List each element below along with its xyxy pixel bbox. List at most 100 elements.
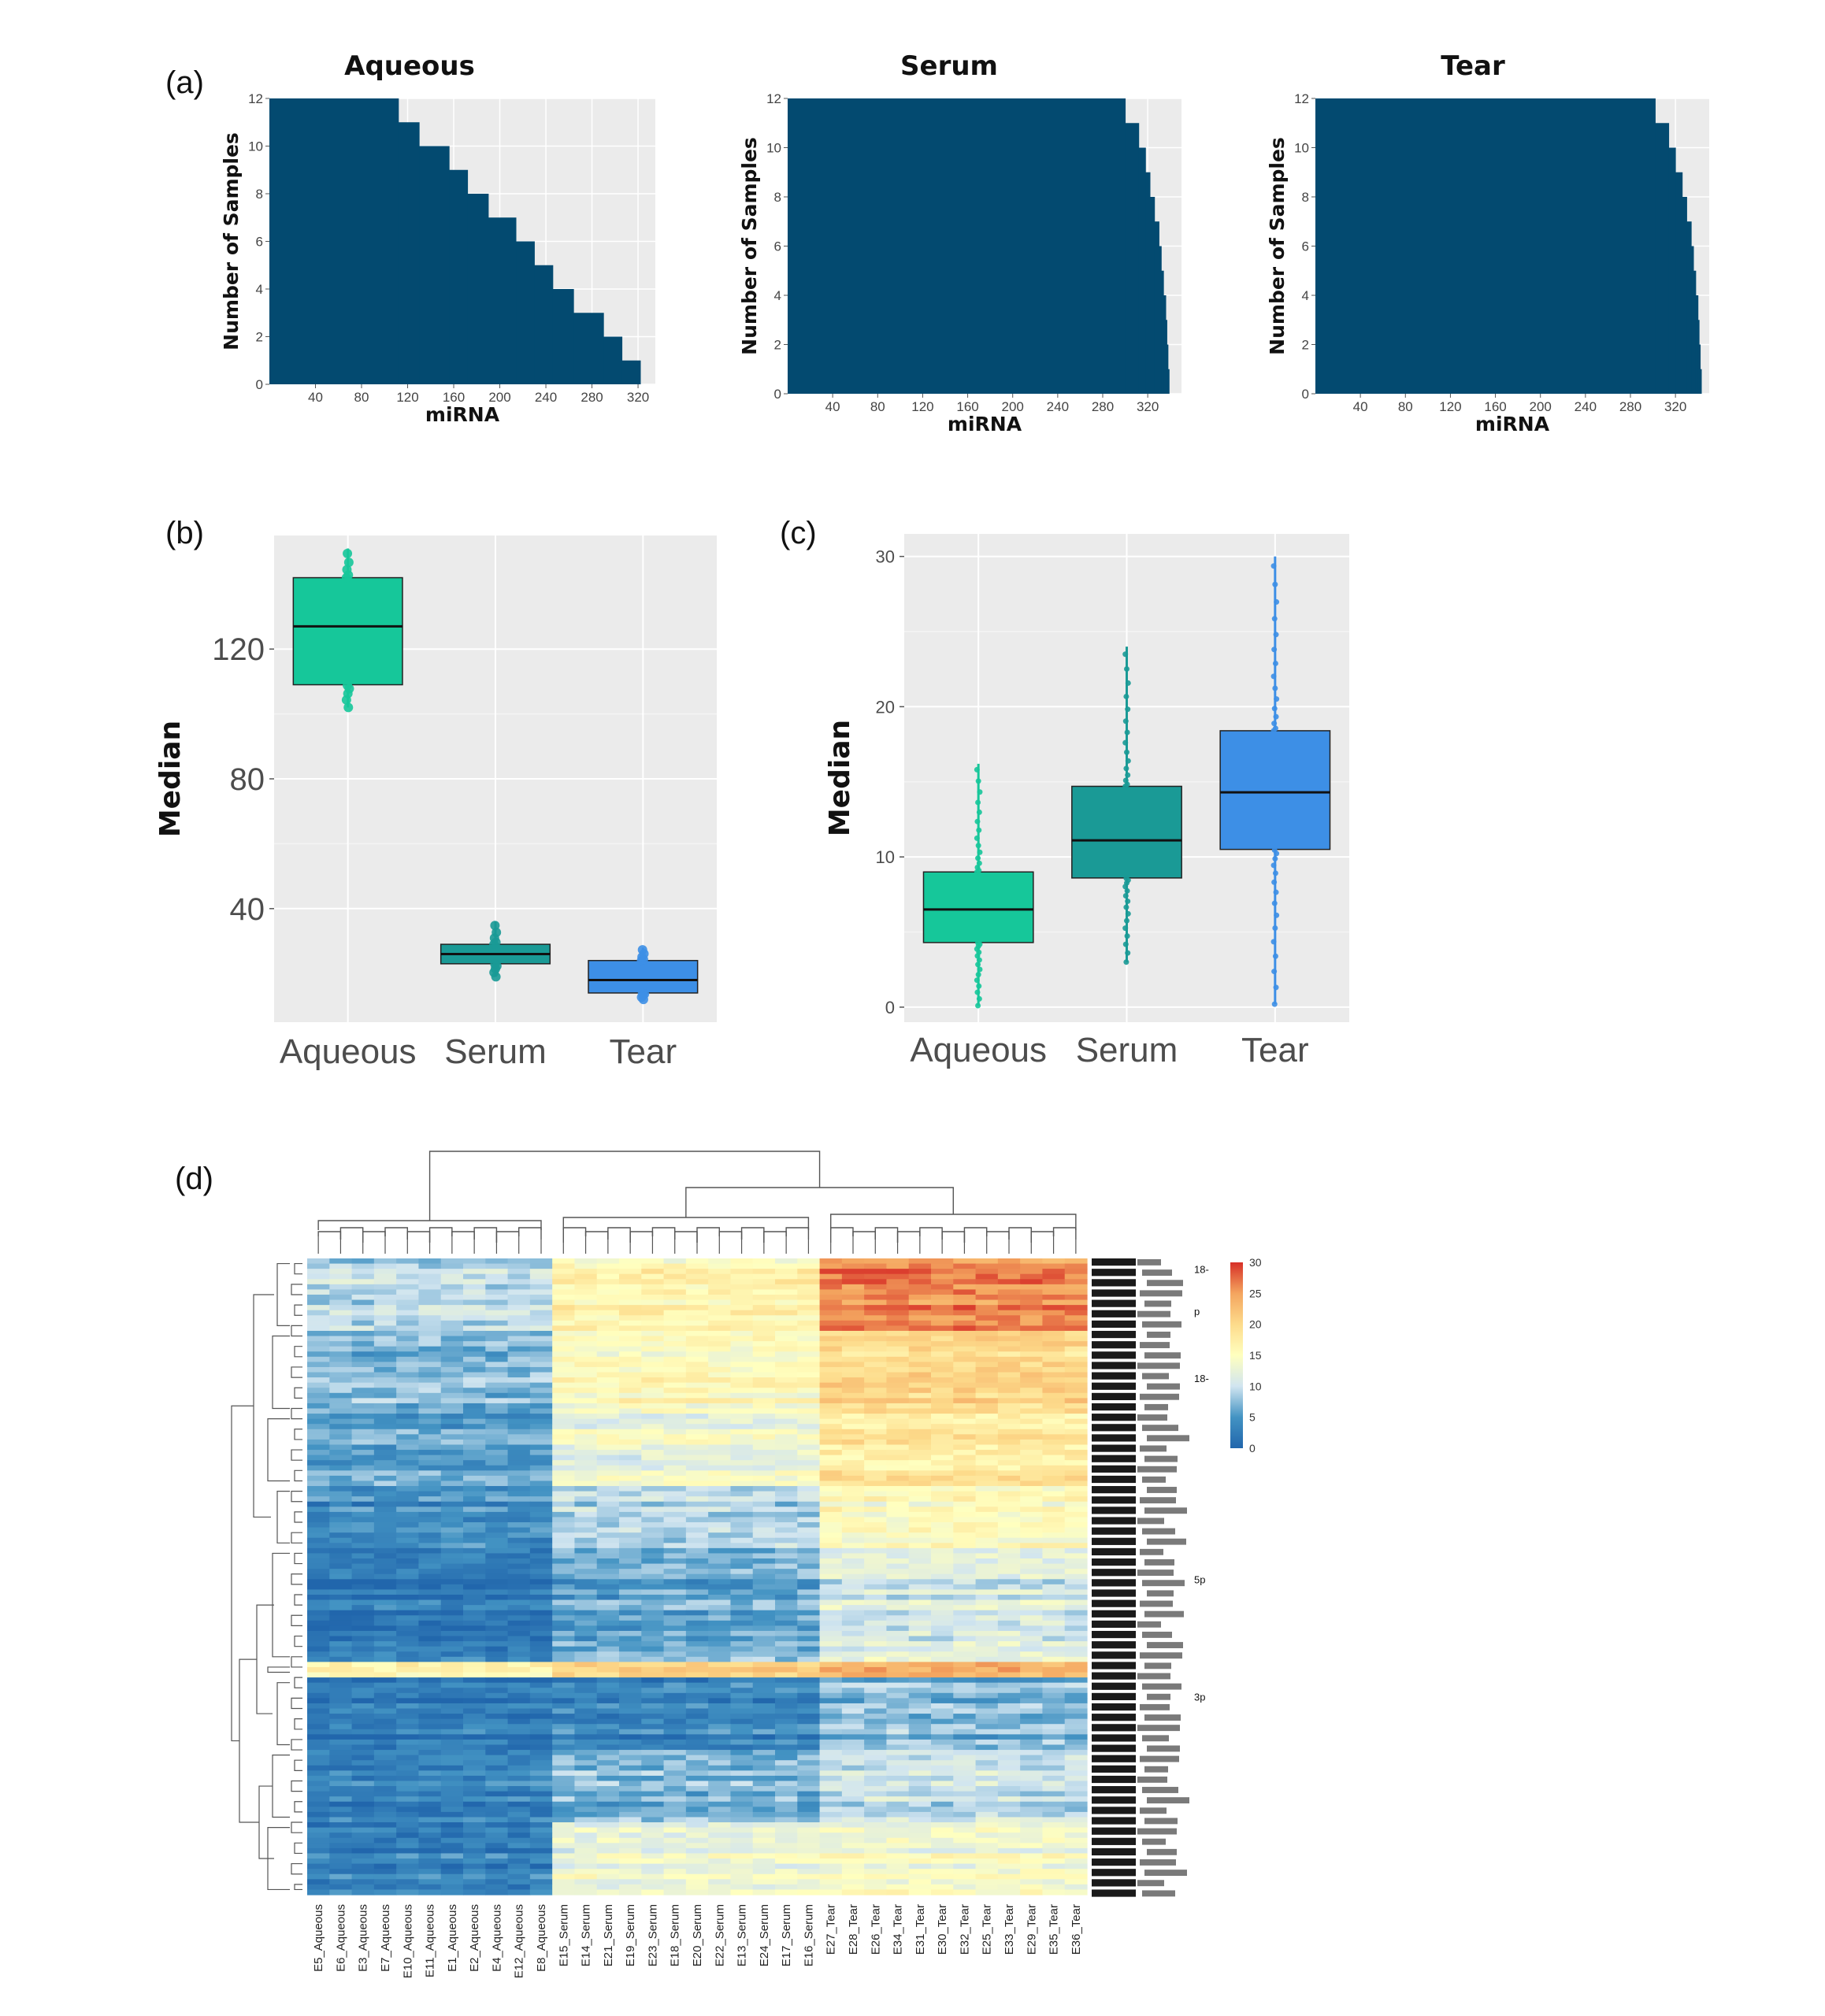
heatmap-cell [1042,1599,1066,1606]
heatmap-cell [730,1392,754,1399]
heatmap-cell [1064,1315,1088,1321]
heatmap-cell [529,1569,553,1575]
heatmap-cell [730,1470,754,1477]
heatmap-cell [685,1610,709,1616]
heatmap-cell [1020,1770,1044,1777]
heatmap-cell [574,1547,598,1555]
heatmap-cell [574,1662,598,1668]
heatmap-cell [596,1698,620,1704]
heatmap-cell [997,1429,1021,1435]
heatmap-cell [685,1796,709,1803]
heatmap-cell [931,1460,954,1466]
chart-title-tear: Tear [1441,50,1505,82]
heatmap-cell [997,1822,1021,1829]
heatmap-cell [752,1444,776,1451]
y-tick-label: 10 [1294,141,1309,156]
data-point-tear [1270,673,1277,680]
heatmap-cell [440,1833,464,1839]
heatmap-cell [1064,1289,1088,1295]
x-category-label-tear: Tear [1241,1031,1309,1069]
heatmap-cell [307,1853,330,1859]
heatmap-cell [730,1320,754,1326]
heatmap-cell [1020,1294,1044,1301]
row-label-ink [1092,1869,1136,1877]
heatmap-cell [730,1460,754,1466]
heatmap-cell [797,1833,821,1839]
heatmap-cell [307,1837,330,1844]
heatmap-cell [463,1630,486,1637]
heatmap-cell [908,1547,932,1555]
heatmap-cell [396,1424,420,1430]
heatmap-cell [864,1672,888,1678]
heatmap-cell [997,1346,1021,1352]
heatmap-cell [507,1807,531,1813]
heatmap-cell [841,1320,865,1326]
column-label: E20_Serum [691,1904,704,1966]
heatmap-cell [641,1470,665,1477]
heatmap-cell [529,1889,553,1896]
heatmap-cell [373,1708,397,1714]
heatmap-cell [463,1320,486,1326]
heatmap-cell [841,1662,865,1668]
heatmap-cell [797,1362,821,1368]
heatmap-cell [463,1827,486,1833]
heatmap-cell [619,1688,642,1694]
heatmap-cell [908,1594,932,1601]
heatmap-cell [1020,1517,1044,1523]
heatmap-cell [307,1330,330,1337]
heatmap-cell [485,1610,509,1616]
heatmap-cell [886,1315,910,1321]
dendrogram-branch [291,1780,302,1792]
heatmap-cell [685,1269,709,1275]
heatmap-cell [953,1724,977,1730]
heatmap-cell [373,1817,397,1823]
heatmap-cell [708,1547,732,1555]
heatmap-cell [708,1315,732,1321]
heatmap-cell [730,1269,754,1275]
heatmap-cell [485,1869,509,1875]
heatmap-cell [797,1879,821,1885]
heatmap-cell [552,1656,576,1662]
row-label-ink [1092,1558,1136,1566]
heatmap-cell [730,1827,754,1833]
heatmap-cell [641,1641,665,1647]
heatmap-cell [797,1610,821,1616]
heatmap-cell [752,1739,776,1746]
heatmap-cell [886,1330,910,1337]
heatmap-cell [1042,1677,1066,1684]
heatmap-cell [1020,1522,1044,1529]
heatmap-cell [529,1869,553,1875]
heatmap-cell [1042,1434,1066,1440]
heatmap-cell [529,1770,553,1777]
heatmap-cell [775,1765,798,1771]
heatmap-cell [1064,1791,1088,1797]
heatmap-cell [931,1879,954,1885]
heatmap-cell [574,1418,598,1425]
heatmap-cell [596,1744,620,1751]
heatmap-cell [574,1258,598,1265]
row-label-ink [1147,1331,1170,1338]
heatmap-cell [418,1465,442,1471]
heatmap-cell [685,1341,709,1347]
heatmap-cell [931,1294,954,1301]
heatmap-cell [485,1651,509,1658]
heatmap-cell [440,1682,464,1688]
heatmap-cell [997,1372,1021,1378]
heatmap-cell [708,1501,732,1507]
heatmap-cell [864,1847,888,1855]
heatmap-cell [507,1258,531,1265]
heatmap-cell [351,1630,375,1637]
heatmap-cell [596,1755,620,1761]
heatmap-cell [329,1366,353,1373]
heatmap-cell [307,1744,330,1751]
heatmap-cell [819,1325,843,1332]
heatmap-cell [485,1558,509,1565]
heatmap-cell [463,1724,486,1730]
heatmap-cell [1042,1392,1066,1399]
heatmap-cell [485,1263,509,1269]
heatmap-cell [329,1646,353,1652]
x-category-label-serum: Serum [444,1032,547,1071]
heatmap-cell [708,1744,732,1751]
row-label-ink [1142,1373,1169,1380]
heatmap-cell [329,1450,353,1456]
